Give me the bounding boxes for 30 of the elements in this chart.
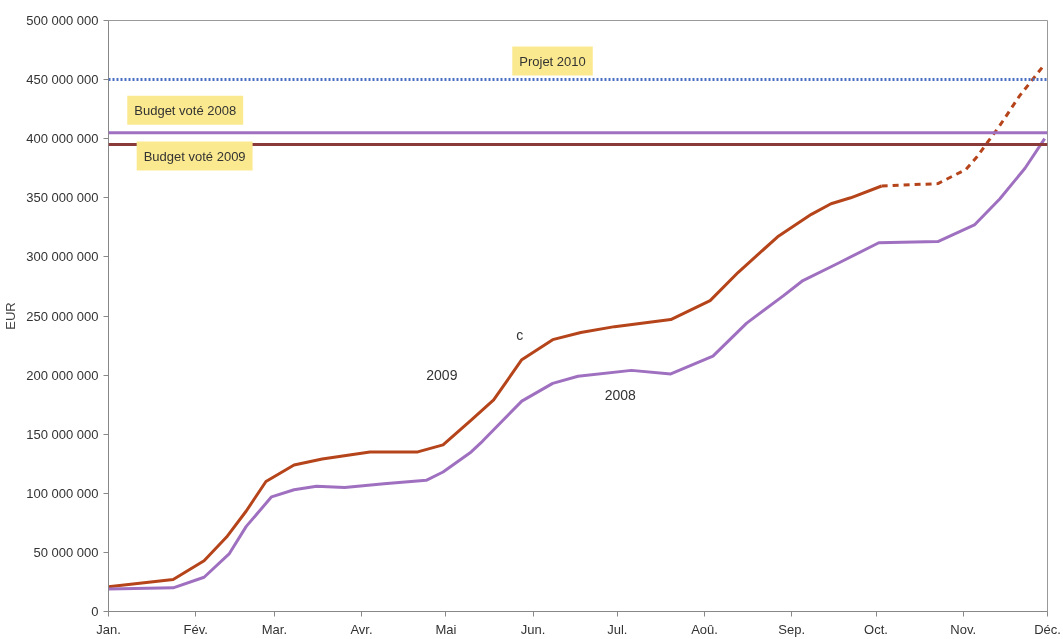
y-tick-label: 0	[91, 604, 99, 619]
x-tick-label: Nov.	[950, 621, 977, 637]
y-tick-label: 100 000 000	[26, 485, 99, 501]
y-tick-label: 400 000 000	[26, 131, 99, 147]
x-tick-label: Déc.	[1034, 621, 1061, 637]
ref-line-label: Budget voté 2009	[143, 148, 246, 164]
series-label: 2008	[604, 386, 637, 403]
y-tick-label: 450 000 000	[26, 72, 99, 88]
x-tick-label: Mai	[435, 621, 457, 637]
x-tick-label: Fév.	[183, 621, 208, 637]
x-tick-label: Jul.	[607, 621, 628, 637]
annotation: c	[516, 326, 524, 343]
text: 2009	[426, 366, 458, 383]
x-tick-label: Oct.	[864, 621, 888, 637]
x-tick-label: Jun.	[520, 621, 546, 637]
y-tick-label: 50 000 000	[33, 544, 99, 560]
x-tick-label: Sep.	[778, 621, 806, 637]
x-tick-label: Avr.	[350, 621, 373, 637]
y-tick-label: 500 000 000	[26, 13, 99, 28]
y-axis-title: EUR	[3, 302, 19, 330]
x-tick-label: Aoû.	[691, 621, 718, 637]
x-tick-label: Jan.	[96, 621, 121, 637]
ref-line-label: Projet 2010	[519, 53, 586, 69]
y-tick-label: 150 000 000	[26, 426, 99, 442]
y-tick-label: 200 000 000	[26, 367, 99, 383]
y-tick-label: 250 000 000	[26, 308, 99, 324]
x-tick-label: Mar.	[261, 621, 288, 637]
y-tick-label: 300 000 000	[26, 249, 99, 265]
y-tick-label: 350 000 000	[26, 190, 99, 206]
ref-line-label: Budget voté 2008	[134, 102, 237, 118]
